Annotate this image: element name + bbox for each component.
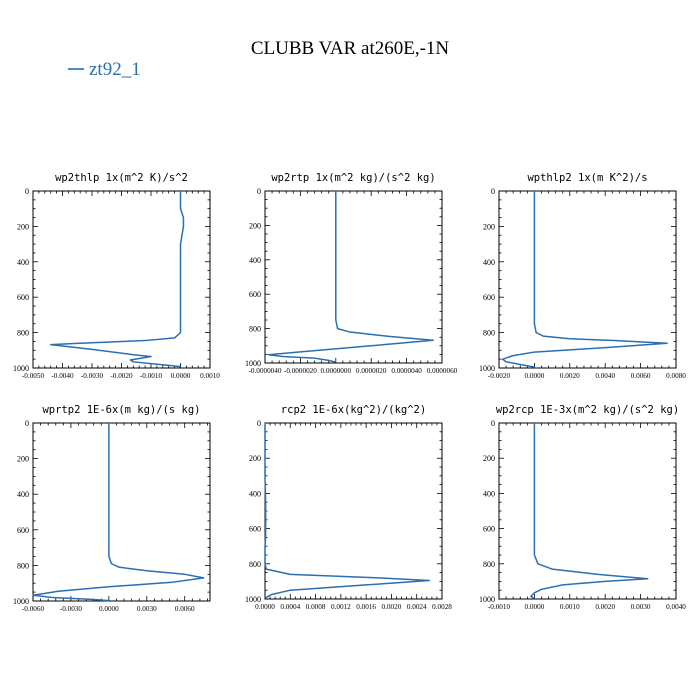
chart-panel-2: wp2rtp 1x(m^2 kg)/(s^2 kg) 0 200 400 600 800 1…: [245, 172, 458, 375]
series-line: [530, 423, 649, 600]
y-tick-label: 600: [17, 526, 29, 535]
y-tick-label: 600: [249, 290, 261, 299]
y-tick-label: 1000: [245, 359, 261, 368]
y-tick-label: 1000: [245, 595, 261, 604]
plot-frame: [264, 190, 443, 364]
x-tick-label: 0.0000060: [427, 367, 458, 375]
x-tick-label: 0.0060: [175, 605, 195, 613]
x-tick-label: 0.0020: [382, 603, 402, 611]
series-line: [32, 423, 205, 602]
x-tick-label: 0.0010: [560, 603, 580, 611]
panel-title: wp2rtp 1x(m^2 kg)/(s^2 kg): [271, 172, 435, 184]
x-tick-label: -0.0020: [110, 372, 133, 380]
y-tick-label: 800: [483, 560, 495, 569]
series-line: [501, 191, 668, 368]
x-tick-label: 0.0000: [525, 603, 545, 611]
x-tick-label: 0.0080: [666, 372, 686, 380]
y-tick-label: 800: [483, 329, 495, 338]
x-tick-label: 0.0000000: [321, 367, 352, 375]
x-tick-label: -0.0010: [488, 603, 511, 611]
x-tick-label: 0.0060: [631, 372, 651, 380]
plot-frame: [264, 422, 443, 600]
y-tick-label: 600: [483, 293, 495, 302]
y-tick-label: 1000: [13, 597, 29, 606]
y-tick-label: 400: [249, 256, 261, 265]
y-tick-label: 200: [249, 454, 261, 463]
x-tick-label: 0.0000040: [391, 367, 422, 375]
y-tick-label: 800: [17, 561, 29, 570]
y-tick-label: 0: [491, 419, 495, 428]
legend-label: zt92_1: [89, 59, 141, 80]
x-tick-label: 0.0028: [432, 603, 452, 611]
x-tick-label: 0.0024: [407, 603, 427, 611]
y-tick-label: 600: [483, 525, 495, 534]
y-tick-label: 0: [25, 187, 29, 196]
y-tick-label: 200: [483, 222, 495, 231]
chart-panel-6: wp2rcp 1E-3x(m^2 kg)/(s^2 kg)0 200 400 600 8…: [479, 404, 686, 611]
y-tick-label: 400: [17, 258, 29, 267]
x-tick-label: 0.0000: [525, 372, 545, 380]
x-tick-label: -0.0030: [81, 372, 104, 380]
x-tick-label: 0.0000020: [356, 367, 387, 375]
x-tick-label: 0.0008: [306, 603, 326, 611]
x-tick-label: 0.0040: [666, 603, 686, 611]
y-tick-label: 0: [25, 419, 29, 428]
y-tick-label: 800: [249, 325, 261, 334]
x-tick-label: -0.0000020: [284, 367, 317, 375]
series-line: [264, 423, 431, 599]
series-line: [49, 191, 185, 368]
x-tick-label: 0.0004: [280, 603, 300, 611]
y-tick-label: 400: [483, 258, 495, 267]
y-tick-label: 400: [249, 489, 261, 498]
panel-title: wpthlp2 1x(m K^2)/s: [527, 172, 647, 184]
y-tick-label: 200: [17, 222, 29, 231]
x-tick-label: 0.0000: [99, 605, 119, 613]
chart-panel-3: wpthlp2 1x(m K^2)/s 0 200 400 600 800 1000-0.0…: [479, 172, 686, 380]
x-tick-label: 0.0030: [137, 605, 157, 613]
x-tick-label: 0.0012: [331, 603, 351, 611]
panel-title: rcp2 1E-6x(kg^2)/(kg^2): [281, 404, 426, 416]
x-tick-label: -0.0050: [22, 372, 45, 380]
y-tick-label: 600: [249, 525, 261, 534]
y-tick-label: 200: [249, 221, 261, 230]
y-tick-label: 200: [483, 454, 495, 463]
figure-title: CLUBB VAR at260E,-1N: [251, 38, 450, 59]
x-tick-label: 0.0020: [595, 603, 615, 611]
x-tick-label: -0.0060: [22, 605, 45, 613]
y-tick-label: 800: [249, 560, 261, 569]
y-tick-label: 600: [17, 293, 29, 302]
x-tick-label: -0.0030: [60, 605, 83, 613]
x-tick-label: -0.0040: [51, 372, 74, 380]
chart-panel-4: wprtp2 1E-6x(m kg)/(s kg) 0 200 400 600 800 10…: [13, 404, 211, 613]
y-tick-label: 1000: [479, 595, 495, 604]
y-tick-label: 0: [257, 419, 261, 428]
series-line: [267, 191, 434, 363]
panel-title: wp2thlp 1x(m^2 K)/s^2: [55, 172, 188, 184]
x-tick-label: 0.0000: [255, 603, 275, 611]
x-tick-label: -0.0000040: [249, 367, 282, 375]
x-tick-label: 0.0016: [356, 603, 376, 611]
x-tick-label: -0.0010: [140, 372, 163, 380]
y-tick-label: 800: [17, 329, 29, 338]
chart-panel-1: wp2thlp 1x(m^2 K)/s^202004006008001000-0…: [13, 172, 220, 380]
panel-title: wprtp2 1E-6x(m kg)/(s kg): [42, 404, 200, 416]
y-tick-label: 400: [17, 490, 29, 499]
x-tick-label: 0.0000: [171, 372, 191, 380]
x-tick-label: 0.0020: [560, 372, 580, 380]
y-tick-label: 200: [17, 455, 29, 464]
plot-frame: [498, 190, 677, 369]
y-tick-label: 1000: [13, 364, 29, 373]
y-tick-label: 400: [483, 489, 495, 498]
x-tick-label: -0.0020: [488, 372, 511, 380]
x-tick-label: 0.0040: [595, 372, 615, 380]
x-tick-label: 0.0010: [200, 372, 220, 380]
x-tick-label: 0.0030: [631, 603, 651, 611]
panel-grid: wp2thlp 1x(m^2 K)/s^202004006008001000-0…: [13, 172, 686, 613]
y-tick-label: 1000: [479, 364, 495, 373]
chart-panel-5: rcp2 1E-6x(kg^2)/(kg^2) 0 200 400 600 800 1000…: [245, 404, 452, 611]
panel-title: wp2rcp 1E-3x(m^2 kg)/(s^2 kg): [496, 404, 679, 416]
y-tick-label: 0: [491, 187, 495, 196]
y-tick-label: 0: [257, 187, 261, 196]
